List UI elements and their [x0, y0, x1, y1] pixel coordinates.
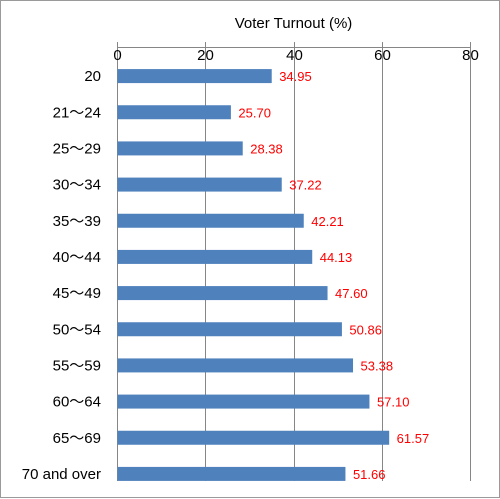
bars [117, 69, 390, 481]
data-label: 53.38 [361, 358, 394, 373]
bar [117, 466, 346, 481]
x-tick-label: 80 [462, 47, 479, 64]
category-label: 40～44 [53, 249, 101, 266]
data-label: 42.21 [311, 214, 344, 229]
bar [117, 69, 272, 84]
category-label: 35～39 [53, 213, 101, 230]
category-labels: 20 21～24 25～29 30～34 35～39 40～44 45～49 50～54 55～… [22, 68, 101, 483]
category-label: 45～49 [53, 285, 101, 302]
data-label: 44.13 [320, 250, 353, 265]
data-label: 47.60 [335, 286, 368, 301]
category-label: 55～59 [53, 357, 101, 374]
bar [117, 249, 313, 264]
bar [117, 105, 231, 120]
x-tick-labels: 0 20 40 60 80 [113, 47, 479, 64]
x-tick-label: 60 [374, 47, 391, 64]
category-label: 25～29 [53, 140, 101, 157]
x-tick-label: 20 [197, 47, 214, 64]
category-label: 60～64 [53, 394, 101, 411]
data-label: 50.86 [349, 322, 382, 337]
bar [117, 286, 328, 301]
bar [117, 177, 282, 192]
gridlines [117, 42, 471, 481]
data-label: 51.66 [353, 467, 386, 482]
category-label: 20 [84, 68, 101, 85]
data-label: 37.22 [289, 178, 322, 193]
data-label: 25.70 [238, 105, 271, 120]
category-label: 50～54 [53, 321, 101, 338]
category-label: 30～34 [53, 177, 101, 194]
data-label: 34.95 [279, 69, 312, 84]
bar [117, 430, 390, 445]
data-label: 61.57 [397, 431, 430, 446]
data-label: 57.10 [377, 395, 410, 410]
x-axis-title: Voter Turnout (%) [235, 15, 353, 32]
data-labels: 34.95 25.70 28.38 37.22 42.21 44.13 47.60 50.86… [238, 69, 429, 482]
category-label: 21～24 [53, 104, 101, 121]
data-label: 28.38 [250, 141, 283, 156]
category-label: 70 and over [22, 466, 101, 483]
bar [117, 358, 354, 373]
bar [117, 322, 342, 337]
bar [117, 213, 304, 228]
x-tick-label: 40 [286, 47, 303, 64]
x-tick-label: 0 [113, 47, 121, 64]
category-label: 65～69 [53, 430, 101, 447]
bar [117, 141, 243, 156]
bar [117, 394, 370, 409]
